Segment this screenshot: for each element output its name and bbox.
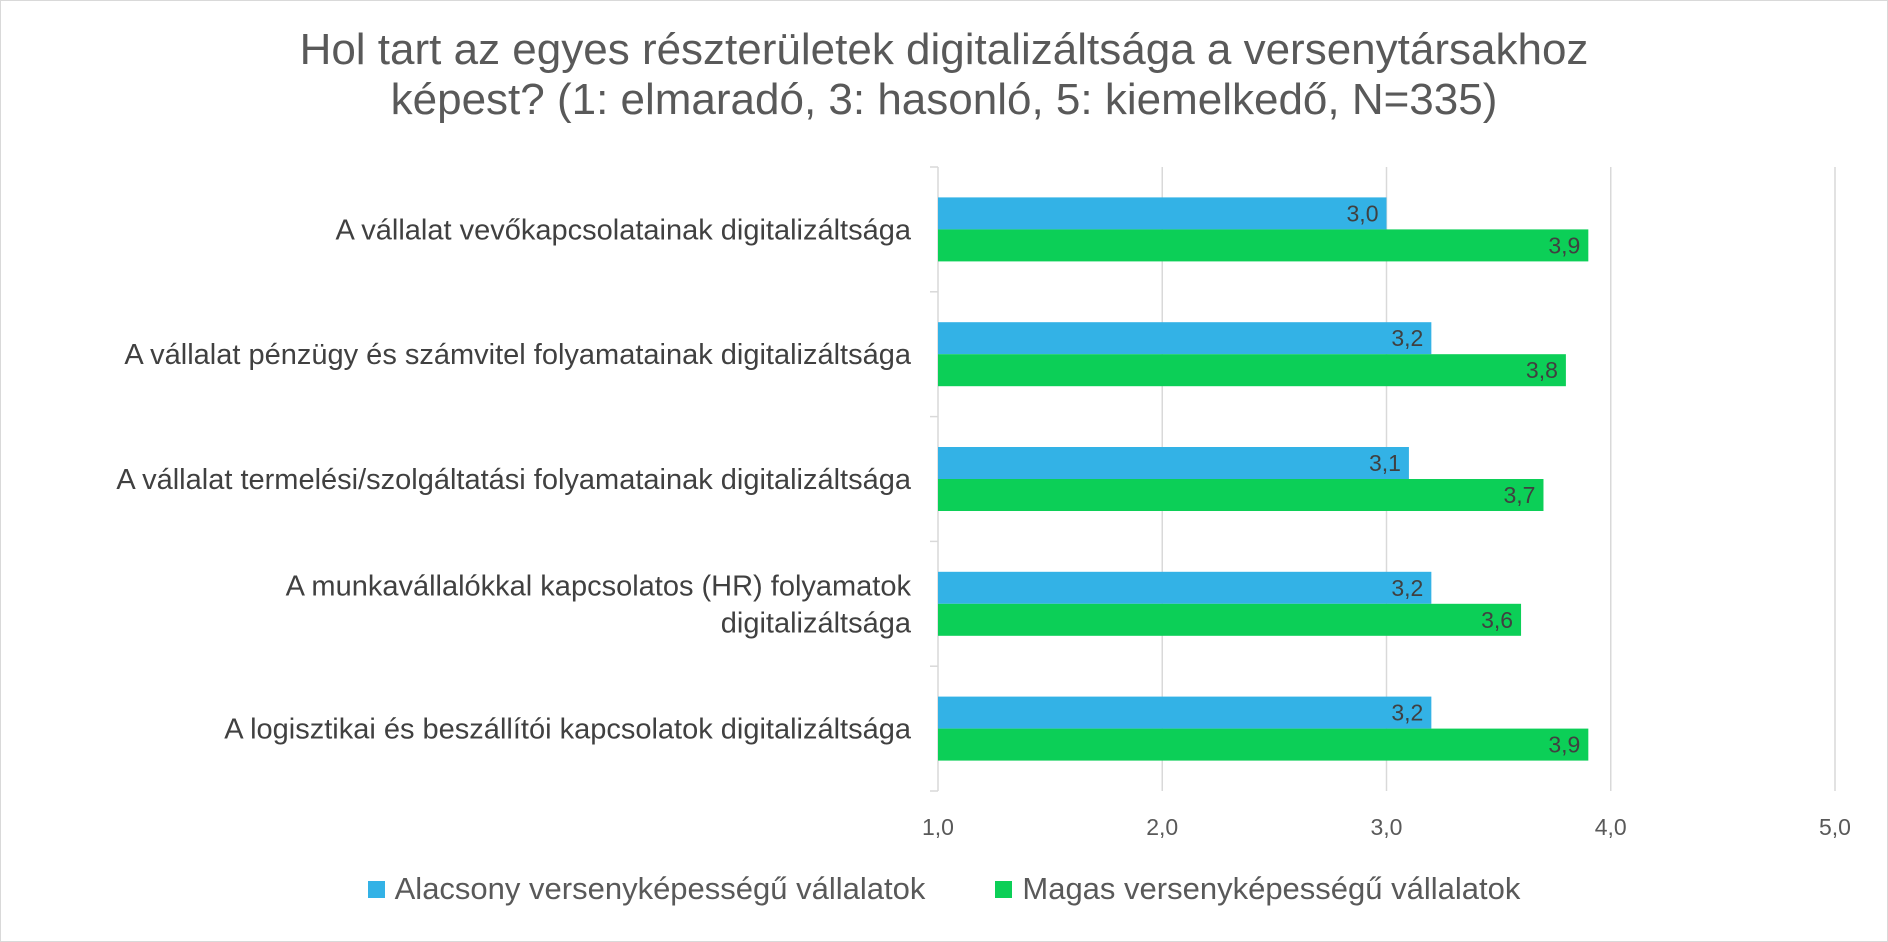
chart-title-line-1: Hol tart az egyes részterületek digitali… (299, 25, 1589, 74)
plot-area: 1,0 2,0 3,0 4,0 5,0 3,0 3,9 A vállalat vevőkapc… (116, 166, 1851, 840)
category-label: A vállalat termelési/szolgáltatási folya… (116, 464, 912, 496)
data-label: 3,0 (1347, 200, 1379, 226)
bar (938, 354, 1566, 387)
x-tick-label: 2,0 (1146, 814, 1178, 840)
category-label: A munkavállalókkal kapcsolatos (HR) foly… (286, 570, 912, 602)
data-label: 3,9 (1548, 232, 1580, 258)
x-tick-label: 4,0 (1595, 814, 1627, 840)
x-tick-label: 1,0 (922, 814, 954, 840)
bar (938, 229, 1589, 262)
legend-item-high: Magas versenyképességű vállalatok (995, 871, 1520, 907)
chart-title-line-2: képest? (1: elmaradó, 3: hasonló, 5: kie… (390, 75, 1498, 124)
bar (938, 197, 1387, 230)
legend-label-high: Magas versenyképességű vállalatok (1022, 871, 1521, 906)
data-label: 3,2 (1391, 325, 1423, 351)
data-label: 3,6 (1481, 607, 1513, 633)
category-label: A vállalat pénzügy és számvitel folyamat… (124, 339, 912, 371)
x-tick-label: 5,0 (1819, 814, 1851, 840)
bar (938, 571, 1432, 604)
legend: Alacsony versenyképességű vállalatok Mag… (1, 871, 1887, 907)
legend-swatch-low (367, 880, 385, 898)
bar (938, 322, 1432, 355)
bar (938, 728, 1589, 761)
chart-title: Hol tart az egyes részterületek digitali… (1, 25, 1887, 125)
data-label: 3,2 (1391, 575, 1423, 601)
legend-label-low: Alacsony versenyképességű vállalatok (394, 871, 926, 906)
data-label: 3,1 (1369, 450, 1401, 476)
bar (938, 603, 1522, 636)
data-label: 3,7 (1503, 482, 1535, 508)
data-label: 3,9 (1548, 732, 1580, 758)
category-label: A vállalat vevőkapcsolatainak digitalizá… (335, 214, 911, 246)
legend-item-low: Alacsony versenyképességű vállalatok (367, 871, 926, 907)
legend-swatch-high (995, 880, 1013, 898)
bar (938, 479, 1544, 511)
bar (938, 696, 1432, 729)
data-label: 3,8 (1526, 357, 1558, 383)
x-tick-label: 3,0 (1371, 814, 1403, 840)
data-label: 3,2 (1391, 700, 1423, 726)
category-label: digitalizáltsága (721, 607, 912, 639)
bar (938, 447, 1409, 479)
category-label: A logisztikai és beszállítói kapcsolatok… (224, 714, 912, 746)
